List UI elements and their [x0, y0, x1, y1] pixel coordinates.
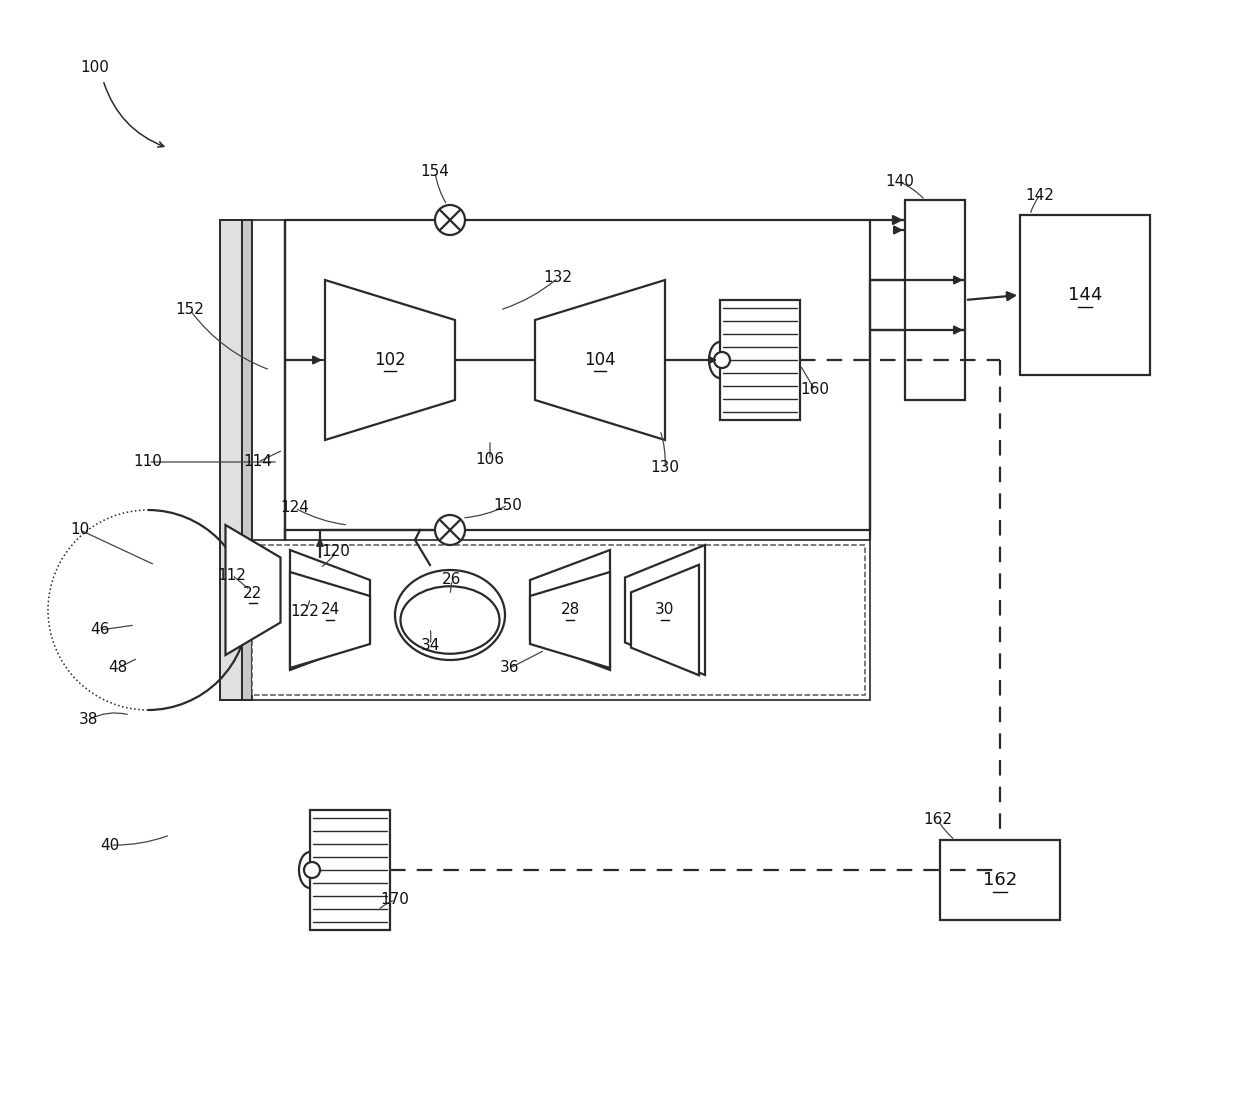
Text: 38: 38	[78, 712, 98, 728]
Text: 132: 132	[543, 270, 573, 286]
Polygon shape	[529, 571, 610, 668]
Text: 170: 170	[381, 892, 409, 908]
Ellipse shape	[396, 570, 505, 660]
Polygon shape	[534, 280, 665, 440]
Bar	[940, 840, 1060, 920]
Text: 154: 154	[420, 165, 449, 179]
Text: 144: 144	[1068, 286, 1102, 304]
Text: 10: 10	[71, 522, 89, 537]
Text: 46: 46	[91, 622, 109, 637]
Text: 114: 114	[243, 455, 273, 469]
Bar	[242, 220, 252, 700]
Bar	[720, 300, 800, 420]
Circle shape	[714, 352, 730, 368]
Text: 162: 162	[983, 872, 1017, 889]
Bar	[219, 220, 242, 700]
Text: 28: 28	[560, 602, 579, 618]
Bar	[252, 545, 866, 695]
Text: 130: 130	[651, 460, 680, 476]
Polygon shape	[529, 550, 610, 670]
Text: 142: 142	[1025, 188, 1054, 202]
Bar	[310, 810, 391, 930]
Text: 40: 40	[100, 837, 119, 853]
Polygon shape	[290, 550, 370, 670]
Text: 120: 120	[321, 544, 351, 559]
Text: 106: 106	[475, 453, 505, 467]
Bar	[219, 220, 870, 540]
Polygon shape	[325, 280, 455, 440]
Text: 152: 152	[176, 302, 205, 318]
Circle shape	[304, 862, 320, 878]
Text: 24: 24	[320, 602, 340, 618]
Text: 48: 48	[108, 660, 128, 676]
Text: 30: 30	[655, 602, 675, 618]
Text: 124: 124	[280, 500, 310, 515]
Text: 36: 36	[500, 660, 520, 676]
Circle shape	[435, 206, 465, 235]
Text: 102: 102	[374, 351, 405, 369]
Text: 162: 162	[924, 812, 952, 828]
Text: 110: 110	[134, 455, 162, 469]
Text: 140: 140	[885, 175, 914, 189]
Text: 122: 122	[290, 604, 320, 620]
Bar	[1021, 215, 1149, 375]
Polygon shape	[631, 565, 699, 675]
Bar	[905, 200, 965, 400]
Text: 26: 26	[443, 573, 461, 588]
Text: 100: 100	[81, 60, 109, 76]
Polygon shape	[625, 545, 706, 675]
Text: 150: 150	[494, 498, 522, 512]
Polygon shape	[290, 571, 370, 668]
Bar	[219, 540, 870, 700]
Text: 160: 160	[801, 382, 830, 398]
Ellipse shape	[401, 586, 500, 654]
Text: 34: 34	[420, 637, 440, 653]
Polygon shape	[226, 525, 280, 655]
Text: 22: 22	[243, 586, 263, 600]
Circle shape	[435, 515, 465, 545]
Text: 112: 112	[217, 567, 247, 582]
Text: 104: 104	[584, 351, 616, 369]
